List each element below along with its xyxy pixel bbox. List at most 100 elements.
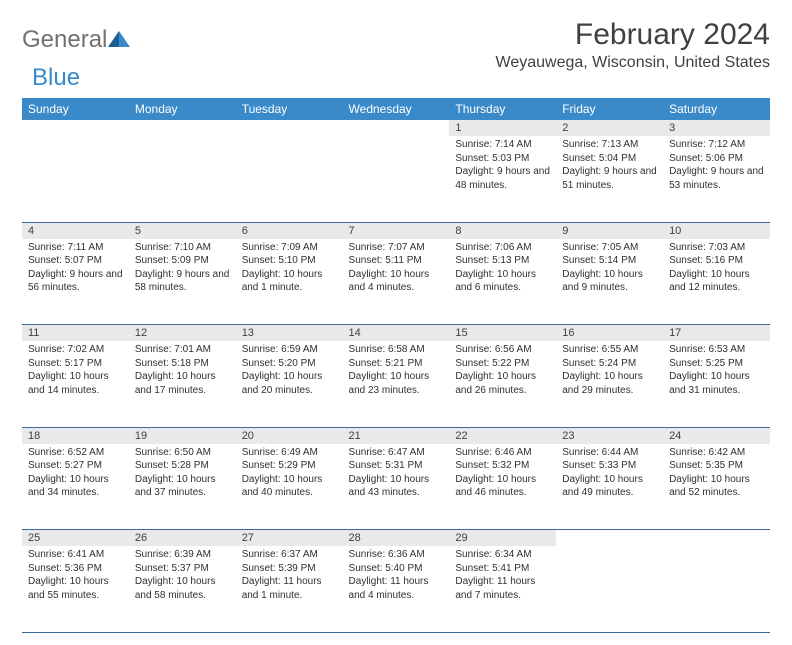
day-number-cell <box>663 530 770 547</box>
day-content-cell <box>129 136 236 222</box>
day-content-cell: Sunrise: 6:37 AMSunset: 5:39 PMDaylight:… <box>236 546 343 632</box>
sunset-text: Sunset: 5:20 PM <box>242 357 337 371</box>
daylight-text: Daylight: 10 hours and 20 minutes. <box>242 370 337 397</box>
weekday-header-row: SundayMondayTuesdayWednesdayThursdayFrid… <box>22 98 770 120</box>
day-content-cell <box>236 136 343 222</box>
sunset-text: Sunset: 5:35 PM <box>669 459 764 473</box>
day-number-cell: 23 <box>556 427 663 444</box>
logo-mark-icon <box>108 28 130 56</box>
sunrise-text: Sunrise: 6:53 AM <box>669 343 764 357</box>
day-number-cell: 11 <box>22 325 129 342</box>
sunrise-text: Sunrise: 6:44 AM <box>562 446 657 460</box>
sunset-text: Sunset: 5:21 PM <box>349 357 444 371</box>
day-number-cell: 26 <box>129 530 236 547</box>
day-number-row: 45678910 <box>22 222 770 239</box>
daylight-text: Daylight: 10 hours and 31 minutes. <box>669 370 764 397</box>
daylight-text: Daylight: 10 hours and 58 minutes. <box>135 575 230 602</box>
day-details: Sunrise: 6:34 AMSunset: 5:41 PMDaylight:… <box>449 546 556 606</box>
location-text: Weyauwega, Wisconsin, United States <box>496 54 771 72</box>
day-number-cell: 19 <box>129 427 236 444</box>
day-content-cell: Sunrise: 7:03 AMSunset: 5:16 PMDaylight:… <box>663 239 770 325</box>
sunrise-text: Sunrise: 6:34 AM <box>455 548 550 562</box>
daylight-text: Daylight: 11 hours and 4 minutes. <box>349 575 444 602</box>
daylight-text: Daylight: 10 hours and 1 minute. <box>242 268 337 295</box>
day-number-row: 18192021222324 <box>22 427 770 444</box>
daylight-text: Daylight: 10 hours and 12 minutes. <box>669 268 764 295</box>
title-block: February 2024 Weyauwega, Wisconsin, Unit… <box>496 18 771 72</box>
daylight-text: Daylight: 10 hours and 14 minutes. <box>28 370 123 397</box>
daylight-text: Daylight: 10 hours and 4 minutes. <box>349 268 444 295</box>
day-details: Sunrise: 6:53 AMSunset: 5:25 PMDaylight:… <box>663 341 770 401</box>
sunset-text: Sunset: 5:06 PM <box>669 152 764 166</box>
sunrise-text: Sunrise: 7:07 AM <box>349 241 444 255</box>
sunset-text: Sunset: 5:32 PM <box>455 459 550 473</box>
day-content-cell <box>343 136 450 222</box>
brand-part1: General <box>22 26 107 54</box>
day-number-cell: 22 <box>449 427 556 444</box>
day-content-cell: Sunrise: 6:41 AMSunset: 5:36 PMDaylight:… <box>22 546 129 632</box>
day-number-cell: 25 <box>22 530 129 547</box>
day-content-cell: Sunrise: 6:36 AMSunset: 5:40 PMDaylight:… <box>343 546 450 632</box>
sunset-text: Sunset: 5:25 PM <box>669 357 764 371</box>
weekday-header: Sunday <box>22 98 129 120</box>
day-content-cell: Sunrise: 6:52 AMSunset: 5:27 PMDaylight:… <box>22 444 129 530</box>
day-number-cell: 4 <box>22 222 129 239</box>
weekday-header: Thursday <box>449 98 556 120</box>
sunset-text: Sunset: 5:22 PM <box>455 357 550 371</box>
sunset-text: Sunset: 5:37 PM <box>135 562 230 576</box>
day-details: Sunrise: 7:14 AMSunset: 5:03 PMDaylight:… <box>449 136 556 196</box>
day-content-cell: Sunrise: 7:02 AMSunset: 5:17 PMDaylight:… <box>22 341 129 427</box>
sunset-text: Sunset: 5:16 PM <box>669 254 764 268</box>
day-details: Sunrise: 6:41 AMSunset: 5:36 PMDaylight:… <box>22 546 129 606</box>
day-number-cell: 16 <box>556 325 663 342</box>
sunset-text: Sunset: 5:17 PM <box>28 357 123 371</box>
sunrise-text: Sunrise: 7:13 AM <box>562 138 657 152</box>
sunrise-text: Sunrise: 6:59 AM <box>242 343 337 357</box>
day-number-cell: 29 <box>449 530 556 547</box>
day-number-cell <box>129 120 236 136</box>
sunrise-text: Sunrise: 6:37 AM <box>242 548 337 562</box>
day-number-cell: 24 <box>663 427 770 444</box>
day-details: Sunrise: 6:46 AMSunset: 5:32 PMDaylight:… <box>449 444 556 504</box>
day-details: Sunrise: 7:05 AMSunset: 5:14 PMDaylight:… <box>556 239 663 299</box>
daylight-text: Daylight: 10 hours and 34 minutes. <box>28 473 123 500</box>
day-content-cell: Sunrise: 7:10 AMSunset: 5:09 PMDaylight:… <box>129 239 236 325</box>
day-content-cell: Sunrise: 7:14 AMSunset: 5:03 PMDaylight:… <box>449 136 556 222</box>
day-details: Sunrise: 7:10 AMSunset: 5:09 PMDaylight:… <box>129 239 236 299</box>
day-number-cell: 28 <box>343 530 450 547</box>
day-content-cell: Sunrise: 7:09 AMSunset: 5:10 PMDaylight:… <box>236 239 343 325</box>
day-number-cell: 17 <box>663 325 770 342</box>
sunset-text: Sunset: 5:39 PM <box>242 562 337 576</box>
sunrise-text: Sunrise: 6:41 AM <box>28 548 123 562</box>
day-content-row: Sunrise: 7:02 AMSunset: 5:17 PMDaylight:… <box>22 341 770 427</box>
daylight-text: Daylight: 10 hours and 46 minutes. <box>455 473 550 500</box>
day-content-cell: Sunrise: 6:50 AMSunset: 5:28 PMDaylight:… <box>129 444 236 530</box>
day-details: Sunrise: 6:49 AMSunset: 5:29 PMDaylight:… <box>236 444 343 504</box>
weekday-header: Friday <box>556 98 663 120</box>
day-content-cell: Sunrise: 6:42 AMSunset: 5:35 PMDaylight:… <box>663 444 770 530</box>
day-details: Sunrise: 7:07 AMSunset: 5:11 PMDaylight:… <box>343 239 450 299</box>
sunset-text: Sunset: 5:18 PM <box>135 357 230 371</box>
day-details: Sunrise: 6:50 AMSunset: 5:28 PMDaylight:… <box>129 444 236 504</box>
day-content-cell: Sunrise: 6:53 AMSunset: 5:25 PMDaylight:… <box>663 341 770 427</box>
brand-part2: Blue <box>32 64 80 92</box>
weekday-header: Saturday <box>663 98 770 120</box>
day-content-cell: Sunrise: 6:44 AMSunset: 5:33 PMDaylight:… <box>556 444 663 530</box>
day-content-cell <box>556 546 663 632</box>
day-number-cell: 21 <box>343 427 450 444</box>
sunrise-text: Sunrise: 7:05 AM <box>562 241 657 255</box>
day-number-cell: 20 <box>236 427 343 444</box>
day-details: Sunrise: 7:11 AMSunset: 5:07 PMDaylight:… <box>22 239 129 299</box>
day-content-cell: Sunrise: 6:56 AMSunset: 5:22 PMDaylight:… <box>449 341 556 427</box>
day-number-cell: 10 <box>663 222 770 239</box>
day-details: Sunrise: 7:09 AMSunset: 5:10 PMDaylight:… <box>236 239 343 299</box>
day-number-cell: 8 <box>449 222 556 239</box>
day-content-cell: Sunrise: 6:58 AMSunset: 5:21 PMDaylight:… <box>343 341 450 427</box>
sunrise-text: Sunrise: 7:10 AM <box>135 241 230 255</box>
daylight-text: Daylight: 10 hours and 29 minutes. <box>562 370 657 397</box>
day-content-cell: Sunrise: 7:12 AMSunset: 5:06 PMDaylight:… <box>663 136 770 222</box>
day-details: Sunrise: 7:01 AMSunset: 5:18 PMDaylight:… <box>129 341 236 401</box>
daylight-text: Daylight: 9 hours and 51 minutes. <box>562 165 657 192</box>
day-content-row: Sunrise: 7:14 AMSunset: 5:03 PMDaylight:… <box>22 136 770 222</box>
sunrise-text: Sunrise: 6:42 AM <box>669 446 764 460</box>
